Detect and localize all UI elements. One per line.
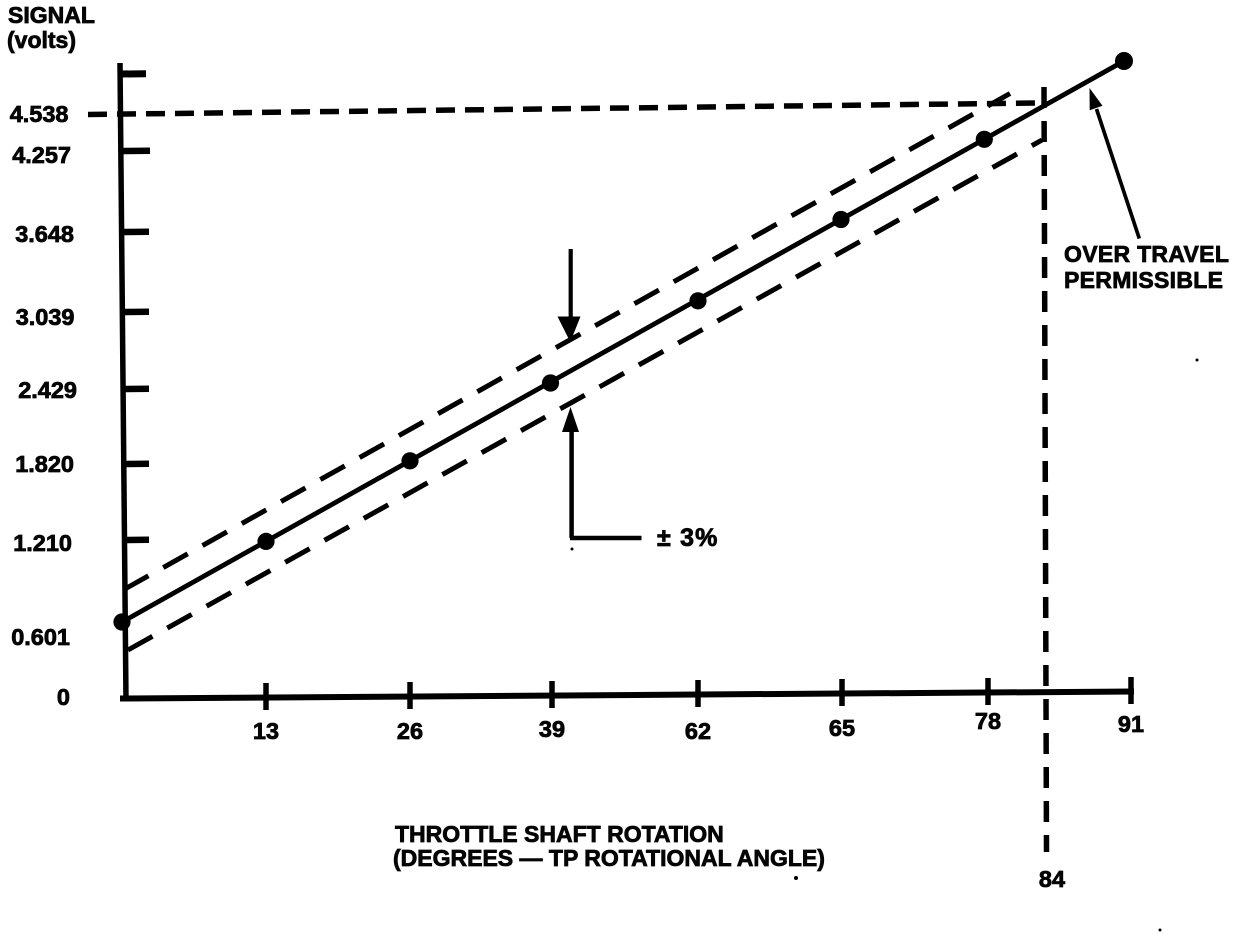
svg-text:4.538: 4.538 [10, 101, 69, 127]
svg-text:3.648: 3.648 [15, 221, 74, 247]
svg-text:1.210: 1.210 [13, 530, 72, 556]
svg-text:0.601: 0.601 [11, 624, 70, 650]
svg-text:3.039: 3.039 [16, 304, 75, 330]
svg-text:(volts): (volts) [7, 27, 76, 53]
svg-text:13: 13 [253, 718, 279, 744]
svg-text:PERMISSIBLE: PERMISSIBLE [1064, 267, 1223, 293]
svg-text:1.820: 1.820 [15, 451, 74, 477]
svg-text:(DEGREES — TP ROTATIONAL ANGLE: (DEGREES — TP ROTATIONAL ANGLE) [393, 845, 825, 871]
svg-text:84: 84 [1039, 866, 1065, 892]
svg-text:OVER TRAVEL: OVER TRAVEL [1064, 241, 1229, 267]
svg-text:SIGNAL: SIGNAL [8, 2, 95, 28]
svg-text:4.257: 4.257 [12, 142, 71, 168]
svg-text:78: 78 [975, 708, 1001, 734]
svg-text:± 3%: ± 3% [657, 524, 719, 552]
svg-text:26: 26 [397, 718, 423, 744]
svg-text:65: 65 [829, 715, 855, 741]
svg-text:91: 91 [1118, 711, 1144, 737]
svg-text:62: 62 [685, 718, 711, 744]
svg-text:2.429: 2.429 [18, 377, 77, 403]
svg-text:39: 39 [539, 716, 565, 742]
svg-text:0: 0 [57, 684, 70, 710]
svg-text:THROTTLE SHAFT ROTATION: THROTTLE SHAFT ROTATION [395, 821, 724, 847]
